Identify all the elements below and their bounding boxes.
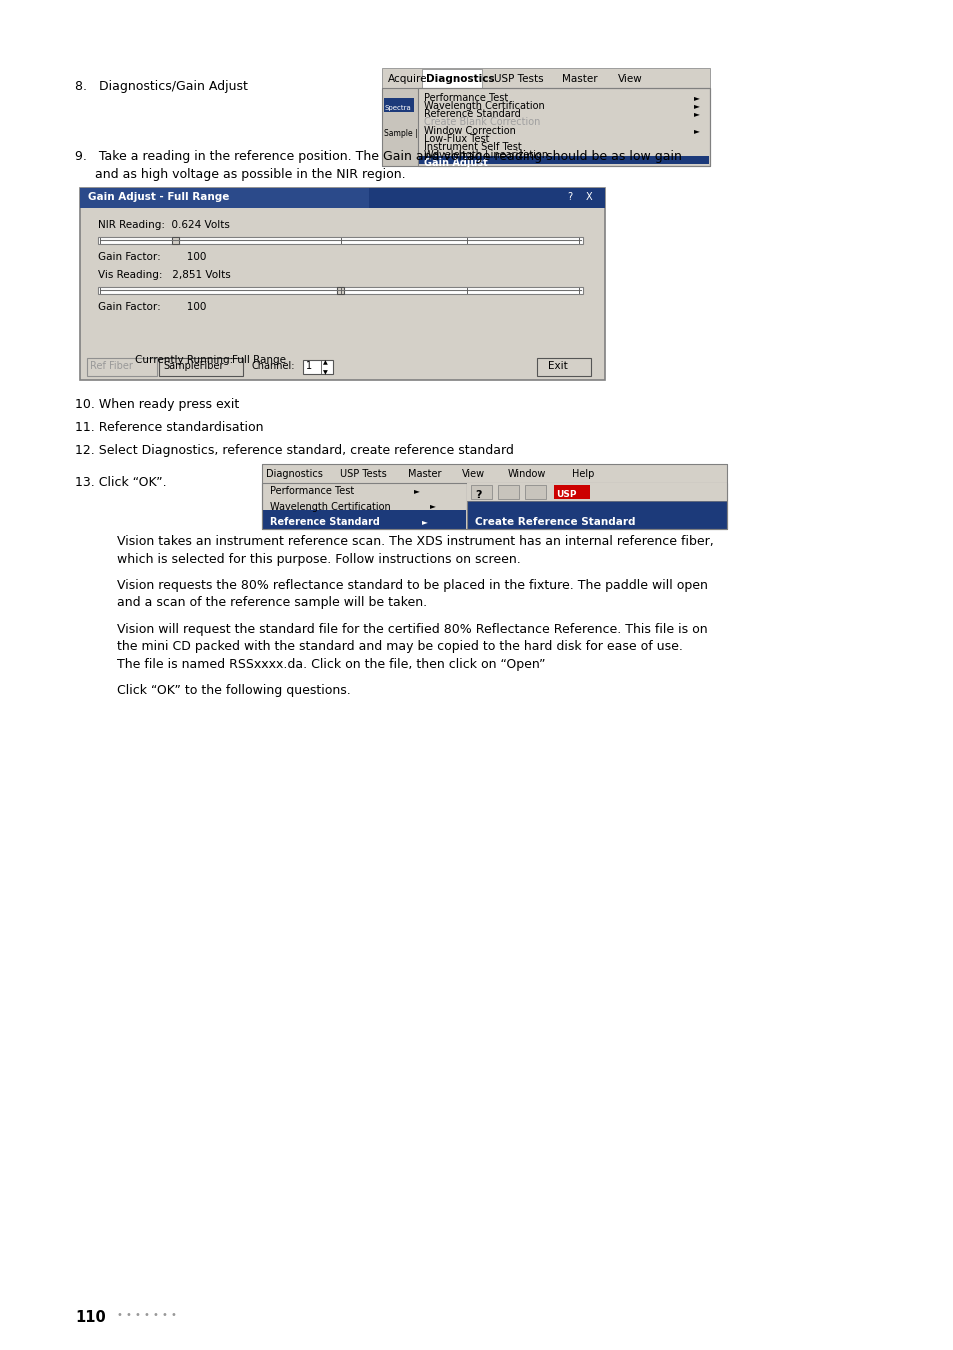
Text: Vis Reading:   2,851 Volts: Vis Reading: 2,851 Volts xyxy=(98,270,231,279)
Text: Gain Adjust - Full Range: Gain Adjust - Full Range xyxy=(88,193,229,202)
Text: Reference Standard: Reference Standard xyxy=(423,109,520,119)
Text: Performance Test: Performance Test xyxy=(423,93,508,103)
Text: Sample |: Sample | xyxy=(384,130,417,138)
Text: Click “OK” to the following questions.: Click “OK” to the following questions. xyxy=(117,684,351,698)
Bar xyxy=(467,482,726,528)
Text: Currently Running:: Currently Running: xyxy=(135,355,233,364)
Text: Acquire: Acquire xyxy=(388,73,427,84)
Bar xyxy=(381,88,417,166)
Bar xyxy=(421,69,481,88)
Text: ▼: ▼ xyxy=(323,370,328,375)
Bar xyxy=(172,236,179,244)
Text: and as high voltage as possible in the NIR region.: and as high voltage as possible in the N… xyxy=(75,167,405,181)
Text: View: View xyxy=(461,468,485,479)
Bar xyxy=(80,188,604,208)
Text: Diagnostics: Diagnostics xyxy=(266,468,322,479)
Bar xyxy=(417,88,709,166)
Text: 1: 1 xyxy=(306,362,312,371)
Bar xyxy=(418,157,708,165)
Text: ▲: ▲ xyxy=(323,360,328,366)
Text: 13. Click “OK”.: 13. Click “OK”. xyxy=(75,477,167,489)
Text: Spectra: Spectra xyxy=(385,105,412,111)
Text: Reference Standard: Reference Standard xyxy=(270,517,379,526)
Text: Gain Factor:        100: Gain Factor: 100 xyxy=(98,302,206,312)
Text: Wavelength Linearization: Wavelength Linearization xyxy=(423,150,548,161)
Bar xyxy=(98,286,582,293)
Bar xyxy=(80,188,604,379)
Text: ?: ? xyxy=(566,193,572,202)
Text: ►: ► xyxy=(693,126,700,135)
Text: and a scan of the reference sample will be taken.: and a scan of the reference sample will … xyxy=(117,597,427,609)
Bar xyxy=(497,485,518,500)
Text: 11. Reference standardisation: 11. Reference standardisation xyxy=(75,421,263,433)
Text: Vision requests the 80% reflectance standard to be placed in the fixture. The pa: Vision requests the 80% reflectance stan… xyxy=(117,579,707,593)
Text: Exit: Exit xyxy=(547,362,567,371)
Text: Master: Master xyxy=(408,468,441,479)
Text: 9.   Take a reading in the reference position. The Gain and voltage reading shou: 9. Take a reading in the reference posit… xyxy=(75,150,681,163)
Text: USP: USP xyxy=(556,490,577,498)
Text: Master: Master xyxy=(561,73,597,84)
Text: Gain Factor:        100: Gain Factor: 100 xyxy=(98,252,206,262)
Bar xyxy=(80,188,369,208)
Bar xyxy=(471,485,492,500)
Text: USP Tests: USP Tests xyxy=(494,73,543,84)
Text: The file is named RSSxxxx.da. Click on the file, then click on “Open”: The file is named RSSxxxx.da. Click on t… xyxy=(117,657,545,671)
Text: Ref Fiber: Ref Fiber xyxy=(90,362,132,371)
Text: NIR Reading:  0.624 Volts: NIR Reading: 0.624 Volts xyxy=(98,220,230,230)
Bar xyxy=(524,485,545,500)
Text: View: View xyxy=(618,73,642,84)
Text: Wavelength Certification: Wavelength Certification xyxy=(423,101,544,111)
FancyBboxPatch shape xyxy=(87,358,157,375)
Text: USP Tests: USP Tests xyxy=(339,468,386,479)
Text: Low-Flux Test: Low-Flux Test xyxy=(423,134,489,144)
Text: Full Range: Full Range xyxy=(232,355,286,364)
Text: Create Blank Correction: Create Blank Correction xyxy=(423,117,539,127)
Bar xyxy=(381,68,709,88)
Bar xyxy=(262,464,726,482)
Bar xyxy=(336,286,344,294)
Text: 12. Select Diagnostics, reference standard, create reference standard: 12. Select Diagnostics, reference standa… xyxy=(75,444,514,458)
Text: 110: 110 xyxy=(75,1310,106,1324)
Text: Window: Window xyxy=(507,468,546,479)
Text: Help: Help xyxy=(572,468,594,479)
Text: Create Reference Standard: Create Reference Standard xyxy=(475,517,635,526)
Text: Vision takes an instrument reference scan. The XDS instrument has an internal re: Vision takes an instrument reference sca… xyxy=(117,535,713,548)
Bar xyxy=(98,236,582,243)
Text: the mini CD packed with the standard and may be copied to the hard disk for ease: the mini CD packed with the standard and… xyxy=(117,640,682,653)
Text: ►: ► xyxy=(693,101,700,109)
Text: • • • • • • •: • • • • • • • xyxy=(117,1310,176,1320)
Bar xyxy=(303,360,333,374)
Text: Instrument Self Test: Instrument Self Test xyxy=(423,142,521,153)
Text: ►: ► xyxy=(421,517,428,526)
Bar xyxy=(262,464,726,528)
Text: Gain Adjust: Gain Adjust xyxy=(423,158,487,169)
FancyBboxPatch shape xyxy=(537,358,590,375)
Text: which is selected for this purpose. Follow instructions on screen.: which is selected for this purpose. Foll… xyxy=(117,552,520,566)
Bar xyxy=(263,510,465,528)
FancyBboxPatch shape xyxy=(159,358,243,375)
Bar xyxy=(262,482,467,528)
Bar xyxy=(554,485,589,500)
Text: Wavelength Certification: Wavelength Certification xyxy=(270,501,391,512)
Text: ►: ► xyxy=(414,486,419,495)
Text: ►: ► xyxy=(693,93,700,101)
Text: X: X xyxy=(585,193,592,202)
Text: Window Correction: Window Correction xyxy=(423,126,516,135)
Text: 8.   Diagnostics/Gain Adjust: 8. Diagnostics/Gain Adjust xyxy=(75,80,248,93)
Text: 10. When ready press exit: 10. When ready press exit xyxy=(75,398,239,410)
Text: SampleFiber: SampleFiber xyxy=(163,362,223,371)
Text: ►: ► xyxy=(693,109,700,119)
Text: Diagnostics: Diagnostics xyxy=(426,73,494,84)
Text: Vision will request the standard file for the certified 80% Reflectance Referenc: Vision will request the standard file fo… xyxy=(117,622,707,636)
Bar xyxy=(381,88,709,166)
Text: Performance Test: Performance Test xyxy=(270,486,354,497)
Text: ?: ? xyxy=(475,490,481,500)
Bar xyxy=(384,99,414,112)
Text: ►: ► xyxy=(430,501,436,510)
Bar xyxy=(467,482,726,501)
Text: Channel:: Channel: xyxy=(252,362,295,371)
